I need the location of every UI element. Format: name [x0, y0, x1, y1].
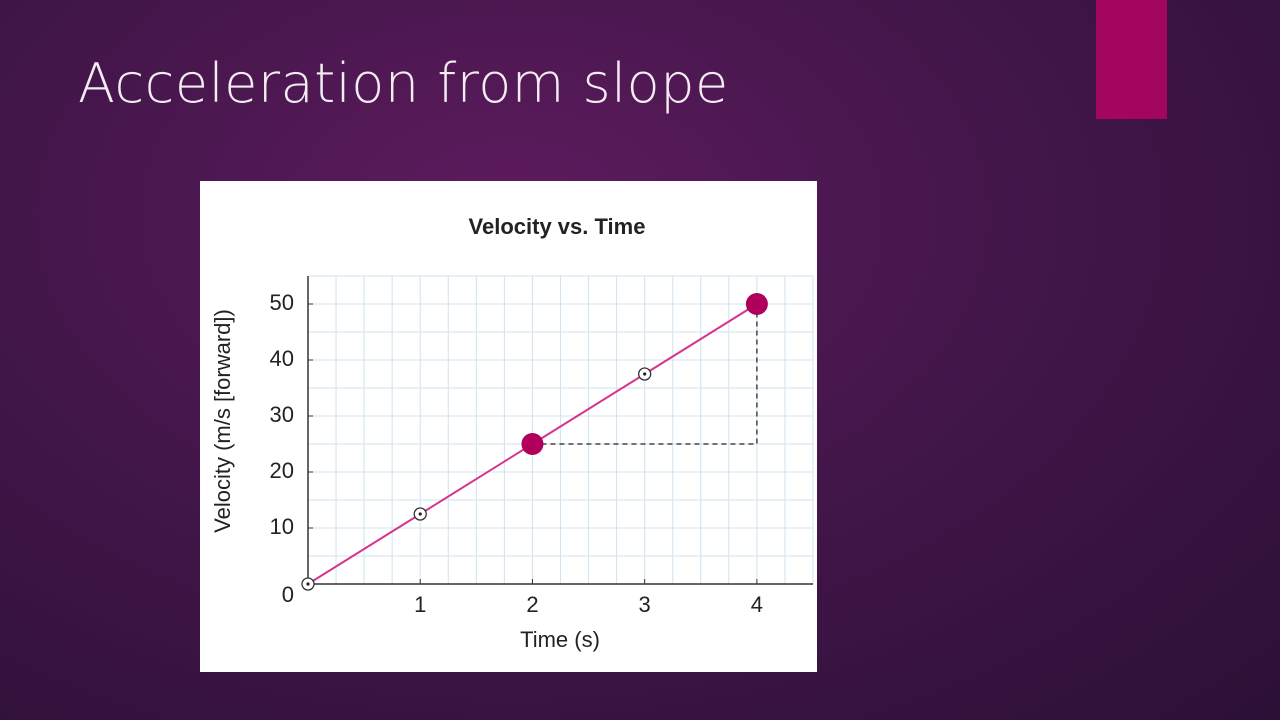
data-point-dot — [643, 372, 647, 376]
x-axis-label: Time (s) — [520, 627, 600, 652]
data-point — [745, 293, 768, 315]
data-point-dot — [418, 512, 422, 516]
y-tick-label: 10 — [270, 514, 294, 539]
x-tick-label: 4 — [751, 592, 763, 617]
x-tick-label: 3 — [639, 592, 651, 617]
y-tick-label: 40 — [270, 346, 294, 371]
y-tick-label: 0 — [282, 582, 294, 607]
data-point-dot — [306, 582, 310, 586]
accent-bar — [1096, 0, 1167, 119]
chart: Velocity vs. Time Time (s) Velocity (m/s… — [200, 181, 817, 672]
slide-title: Acceleration from slope — [78, 52, 729, 115]
rise-run-guide — [532, 304, 758, 445]
y-tick-label: 20 — [270, 458, 294, 483]
chart-title: Velocity vs. Time — [469, 214, 646, 239]
y-axis-label: Velocity (m/s [forward]) — [210, 309, 235, 533]
x-tick-label: 1 — [414, 592, 426, 617]
data-point — [521, 433, 544, 455]
y-tick-label: 30 — [270, 402, 294, 427]
x-tick-label: 2 — [526, 592, 538, 617]
y-tick-label: 50 — [270, 290, 294, 315]
chart-background — [200, 181, 817, 672]
